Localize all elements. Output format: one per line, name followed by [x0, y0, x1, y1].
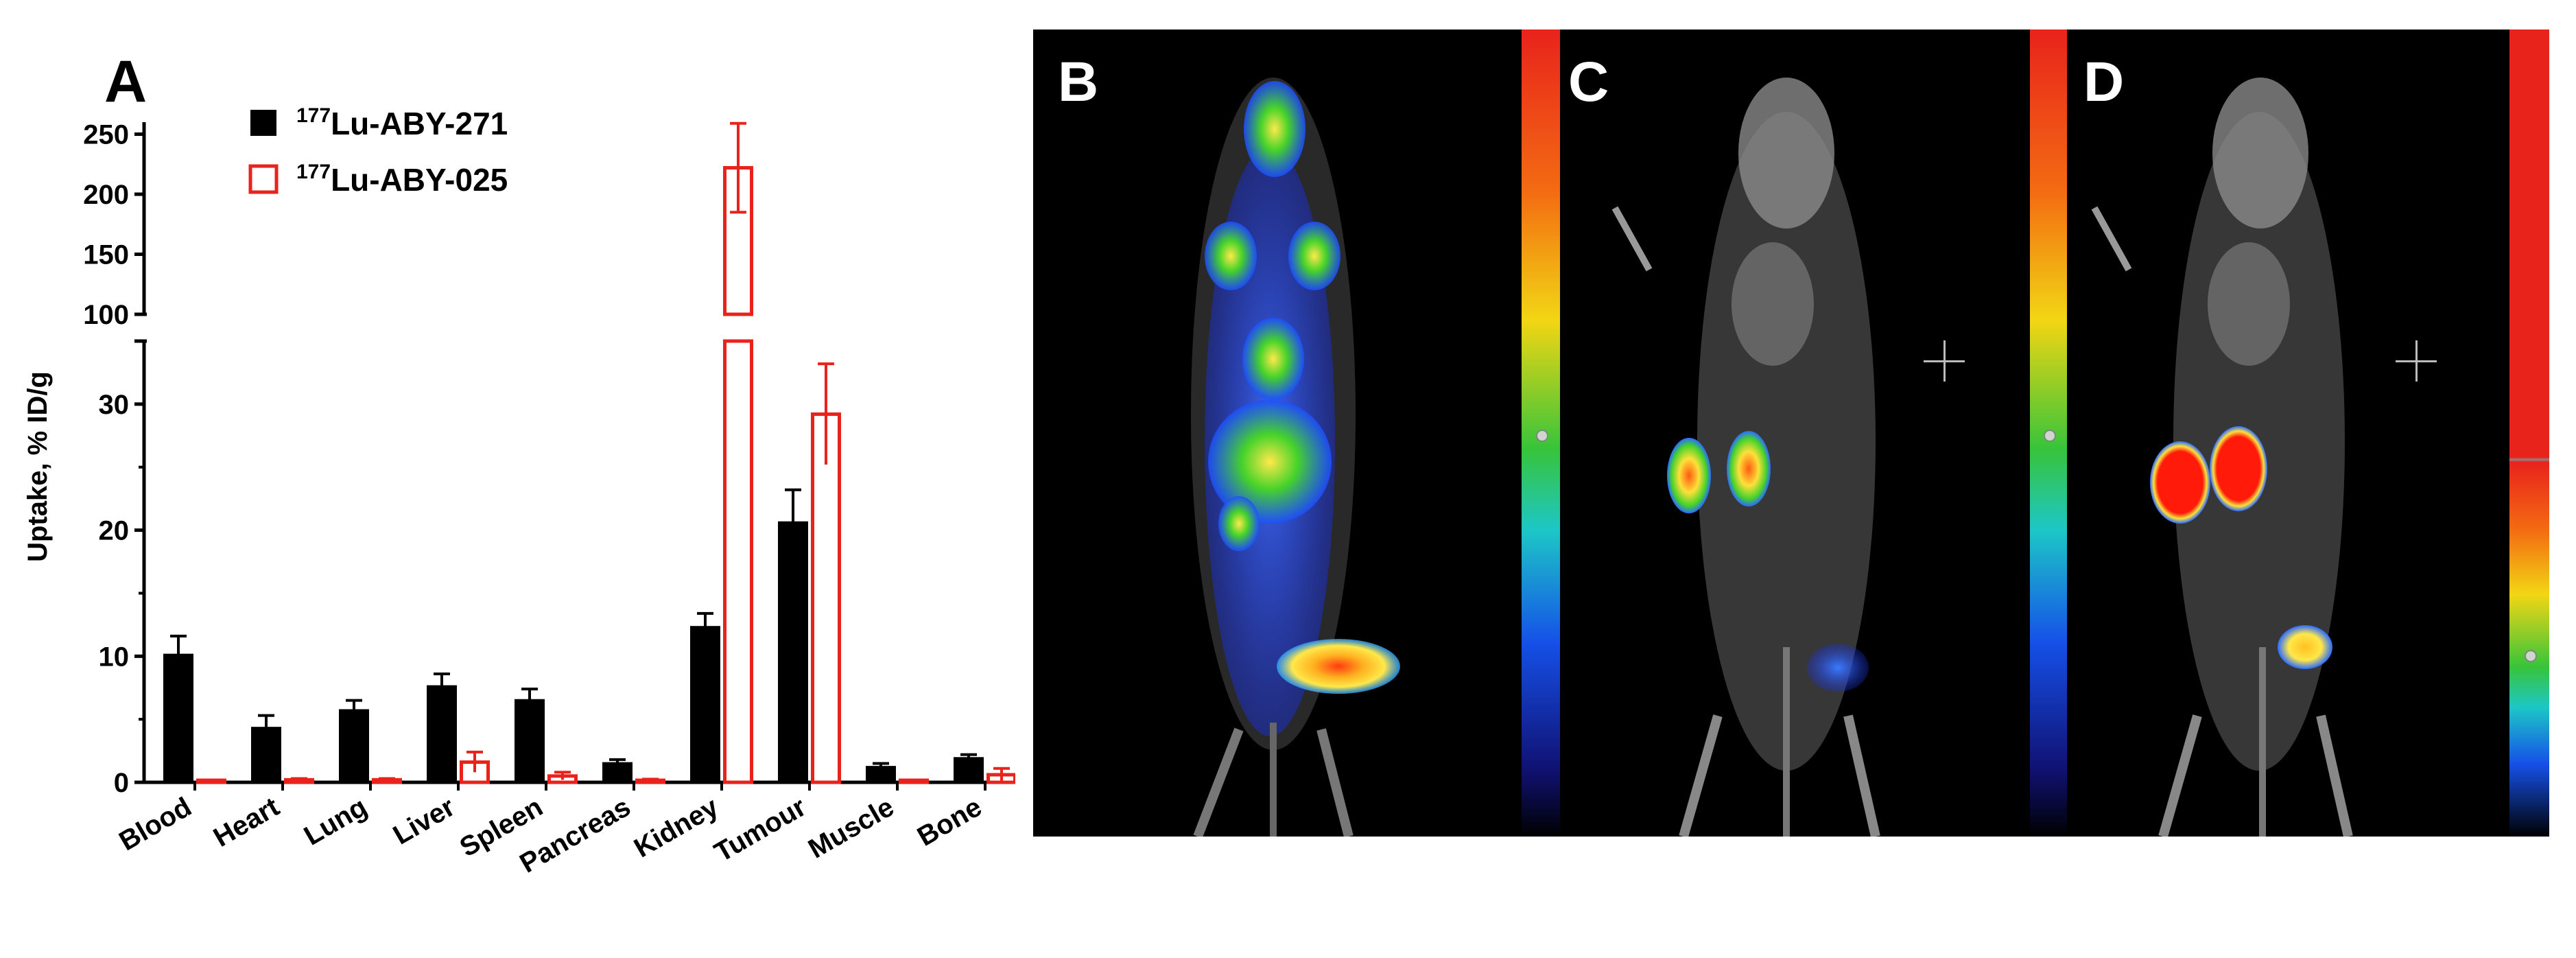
legend-swatch	[248, 164, 279, 194]
legend-compound-name: Lu-ABY-025	[331, 162, 508, 198]
x-tick-label: Heart	[209, 792, 285, 853]
bar	[778, 521, 808, 782]
panel-letter-d: D	[2083, 51, 2125, 113]
x-tick-label: Bone	[912, 792, 987, 852]
x-tick-label: Liver	[388, 792, 460, 851]
bar	[163, 653, 193, 782]
crosshair-icon	[1924, 340, 1965, 382]
bar	[811, 412, 841, 784]
mouse-scan-b	[1191, 78, 1400, 837]
colorbar-d-marker[interactable]	[2525, 650, 2537, 662]
crosshair-icon	[2396, 340, 2437, 382]
bar	[723, 339, 753, 784]
image-panel-d: D	[2067, 30, 2509, 837]
y-tick-label: 0	[114, 768, 129, 798]
y-tick-label: 20	[99, 516, 130, 546]
panel-letter-c: C	[1568, 51, 1609, 113]
bar	[866, 766, 896, 782]
bar	[602, 762, 633, 782]
legend-compound-name: Lu-ABY-271	[331, 106, 508, 141]
panel-letter-b: B	[1058, 51, 1099, 113]
colorbar-c-marker[interactable]	[2044, 430, 2056, 442]
legend-label: 177Lu-ABY-025	[296, 161, 508, 198]
bar	[690, 626, 720, 782]
x-tick-label: Kidney	[629, 791, 724, 863]
image-panel-b: B	[1033, 30, 1522, 837]
y-tick-label: 200	[83, 180, 129, 210]
y-tick-label: 150	[83, 240, 129, 270]
legend-swatch	[250, 110, 276, 136]
mouse-scan-d	[2091, 78, 2353, 837]
colorbar-d-scale	[2509, 30, 2549, 837]
x-tick-label: Muscle	[803, 792, 899, 865]
bar	[515, 699, 545, 782]
image-panel-c: C	[1560, 30, 2030, 837]
colorbar-b-marker[interactable]	[1536, 430, 1548, 442]
y-tick-label: 100	[83, 300, 129, 330]
legend-label: 177Lu-ABY-271	[296, 104, 508, 141]
bar	[427, 685, 457, 782]
panel-label-a: A	[104, 49, 147, 115]
mouse-scan-c	[1611, 78, 1880, 837]
bar	[339, 709, 369, 782]
y-tick-label: 30	[99, 390, 130, 420]
x-tick-label: Tumour	[709, 792, 811, 868]
biodistribution-chart: A Uptake, % ID/g 0 10 20 30 100 150 200 250 Bloo…	[23, 49, 1015, 879]
y-axis-label: Uptake, % ID/g	[23, 371, 53, 562]
y-tick-label: 10	[99, 642, 130, 672]
y-tick-label: 250	[83, 120, 129, 150]
bar	[954, 757, 984, 782]
legend-isotope-superscript: 177	[296, 104, 331, 127]
x-tick-label: Lung	[299, 792, 373, 852]
legend-isotope-superscript: 177	[296, 161, 331, 183]
x-tick-label: Blood	[114, 792, 196, 857]
